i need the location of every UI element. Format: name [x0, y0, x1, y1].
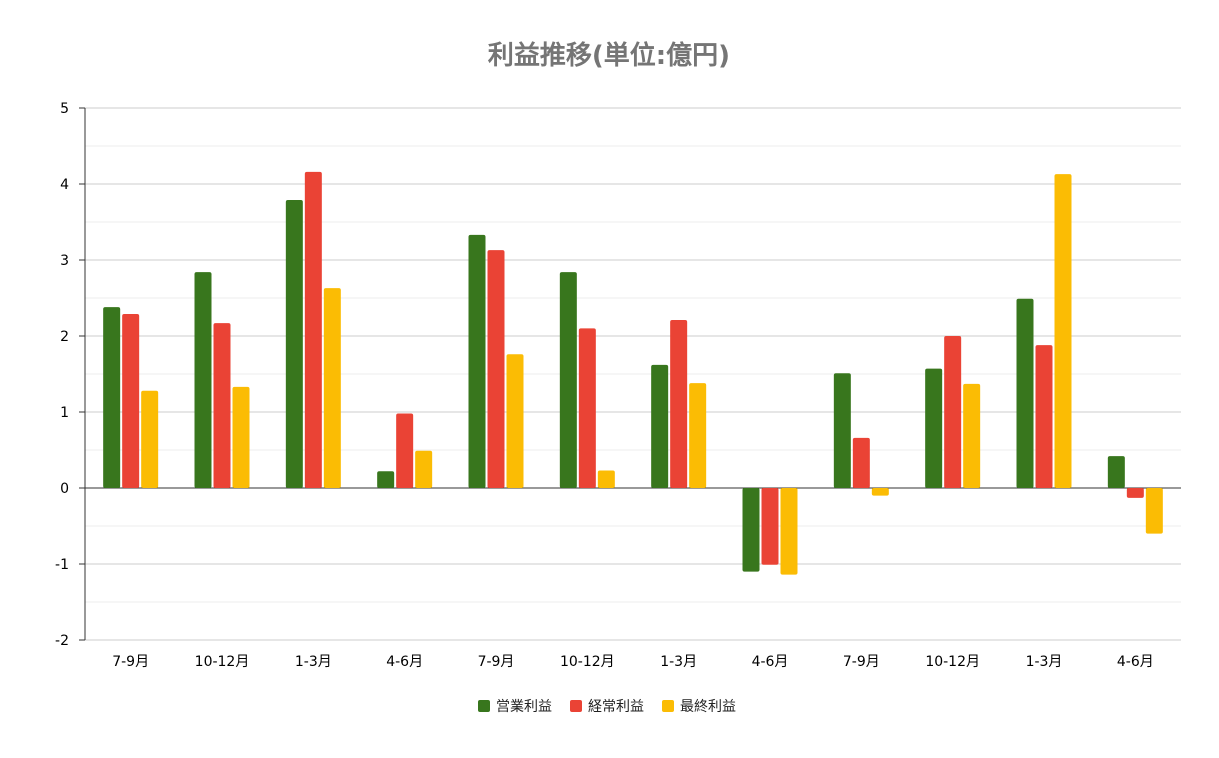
x-tick-label: 7-9月: [112, 654, 149, 670]
legend-label: 経常利益: [588, 699, 644, 715]
bar: [559, 272, 577, 488]
y-tick-label: 3: [60, 253, 69, 269]
bar: [506, 354, 524, 488]
bar: [578, 328, 596, 488]
bar: [742, 488, 760, 572]
bar: [323, 288, 341, 488]
bar: [780, 488, 798, 575]
y-tick-label: -2: [55, 633, 69, 649]
bar: [1145, 488, 1163, 534]
x-tick-label: 1-3月: [660, 654, 697, 670]
bars: [103, 171, 1163, 575]
x-tick-label: 4-6月: [752, 654, 789, 670]
x-tick-label: 10-12月: [925, 654, 980, 670]
bar: [597, 470, 615, 488]
x-tick-label: 10-12月: [560, 654, 615, 670]
bar: [1126, 488, 1144, 498]
bar: [871, 488, 889, 496]
legend-swatch: [662, 700, 674, 712]
legend: 営業利益 経常利益 最終利益: [478, 699, 736, 715]
x-tick-label: 1-3月: [295, 654, 332, 670]
bar: [213, 323, 231, 488]
bar: [944, 336, 962, 488]
bar: [833, 373, 851, 488]
y-tick-label: -1: [55, 557, 69, 573]
bar: [285, 199, 303, 488]
legend-swatch: [478, 700, 490, 712]
x-tick-label: 4-6月: [386, 654, 423, 670]
y-tick-label: 5: [60, 101, 69, 117]
bar: [232, 386, 250, 488]
bar: [396, 413, 414, 488]
bar: [925, 368, 943, 488]
bar: [1054, 174, 1072, 488]
legend-label: 最終利益: [680, 699, 736, 715]
bar: [1107, 456, 1125, 488]
bar: [468, 234, 486, 488]
tick-labels: -2 -1 0 1 2 3 4 5 7-9月 10-12月 1-3月 4-6月 7-9月 10-12月 1-…: [55, 101, 1154, 670]
bar: [141, 390, 159, 488]
bar: [304, 171, 322, 488]
y-tick-label: 0: [60, 481, 69, 497]
bar: [415, 450, 433, 488]
y-tick-label: 2: [60, 329, 69, 345]
bar: [487, 250, 505, 488]
bar: [963, 383, 981, 488]
x-tick-label: 4-6月: [1117, 654, 1154, 670]
x-tick-label: 10-12月: [195, 654, 250, 670]
bar: [670, 320, 688, 488]
gridlines: [85, 107, 1181, 641]
bar: [122, 313, 140, 488]
x-tick-label: 1-3月: [1026, 654, 1063, 670]
legend-swatch: [570, 700, 582, 712]
axes: [79, 107, 86, 641]
bar: [194, 272, 212, 488]
bar: [377, 471, 395, 488]
bar: [1016, 298, 1034, 488]
y-tick-label: 4: [60, 177, 69, 193]
bar: [689, 383, 707, 488]
legend-label: 営業利益: [496, 699, 552, 715]
bar: [651, 364, 669, 488]
y-tick-label: 1: [60, 405, 69, 421]
bar: [1035, 345, 1053, 488]
bar: [761, 488, 779, 565]
x-tick-label: 7-9月: [843, 654, 880, 670]
x-tick-label: 7-9月: [478, 654, 515, 670]
chart-title: 利益推移(単位:億円): [488, 40, 730, 71]
bar: [852, 437, 870, 488]
bar: [103, 307, 121, 488]
